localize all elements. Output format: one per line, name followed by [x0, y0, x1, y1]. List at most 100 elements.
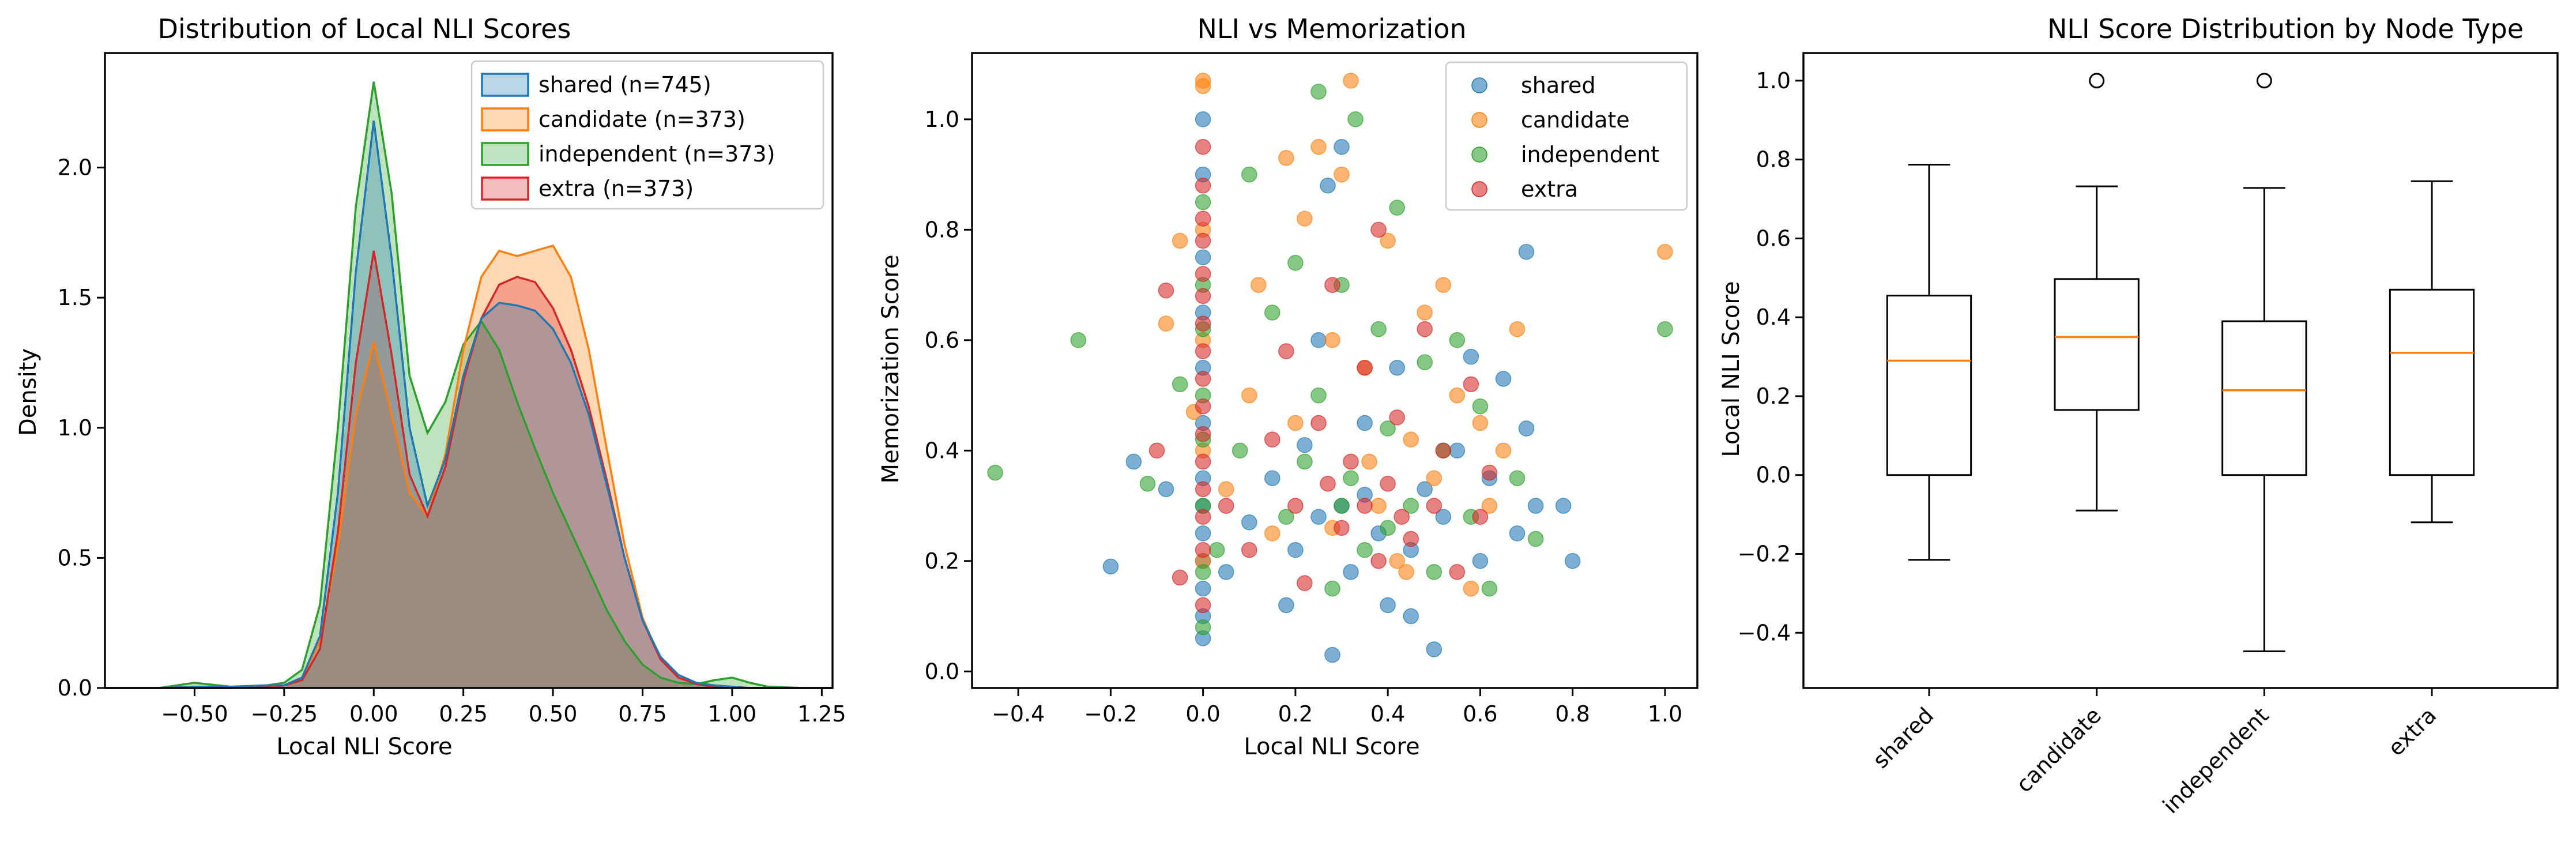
scatter-ytick-label: 0.0 — [925, 659, 959, 684]
scatter-point-independent — [1195, 619, 1211, 636]
scatter-point-shared — [1343, 564, 1359, 580]
scatter-point-shared — [1509, 525, 1526, 542]
scatter-point-extra — [1195, 371, 1211, 387]
kde-ytick-label: 1.0 — [58, 415, 92, 441]
boxplot-ytick-label: 1.0 — [1756, 68, 1791, 93]
boxplot-ytick-label: 0.0 — [1756, 463, 1791, 488]
scatter-point-shared — [1102, 558, 1119, 575]
scatter-ytick-label: 1.0 — [925, 107, 959, 132]
scatter-point-candidate — [1435, 277, 1452, 293]
kde-panel: Distribution of Local NLI Scores 0.0 0.5 1… — [15, 13, 846, 760]
scatter-point-independent — [1287, 255, 1304, 271]
scatter-point-extra — [1195, 343, 1211, 359]
kde-xtick-label: 0.00 — [349, 701, 398, 727]
scatter-point-extra — [1195, 139, 1211, 155]
kde-line-shared — [105, 121, 833, 689]
kde-frame — [104, 52, 834, 689]
scatter-point-independent — [1657, 321, 1673, 337]
box-outlier-independent — [2256, 73, 2272, 89]
scatter-point-extra — [1343, 453, 1359, 470]
scatter-point-candidate — [1172, 232, 1188, 249]
scatter-point-shared — [1297, 437, 1313, 453]
boxplot-ylabel: Local NLI Score — [1718, 281, 1745, 457]
scatter-point-candidate — [1481, 498, 1498, 514]
scatter-point-independent — [1195, 564, 1211, 580]
scatter-point-independent — [1310, 84, 1327, 100]
box-iqr-candidate — [2054, 278, 2140, 411]
scatter-xtick-label: −0.4 — [992, 701, 1045, 727]
scatter-point-shared — [1403, 608, 1419, 625]
scatter-point-shared — [1380, 597, 1396, 614]
scatter-xtick-label: −0.2 — [1084, 701, 1137, 727]
scatter-point-independent — [1389, 200, 1405, 216]
kde-xtick-label: 1.00 — [708, 701, 757, 727]
kde-xtick-label: −0.50 — [161, 701, 228, 727]
scatter-point-shared — [1449, 442, 1466, 459]
kde-xtick-label: 0.75 — [618, 701, 667, 727]
kde-legend-swatch-extra — [481, 176, 529, 201]
scatter-point-extra — [1449, 564, 1466, 580]
kde-ytick-label: 1.5 — [58, 285, 92, 310]
scatter-point-candidate — [1334, 166, 1350, 183]
boxplot-xtick-label-candidate: candidate — [2012, 702, 2107, 798]
scatter-point-independent — [1481, 580, 1498, 597]
scatter-point-independent — [1449, 332, 1466, 348]
scatter-point-shared — [1435, 509, 1452, 525]
box-iqr-shared — [1886, 295, 1972, 476]
scatter-point-extra — [1158, 282, 1174, 299]
kde-legend-swatch-candidate — [481, 107, 529, 131]
scatter-point-independent — [1472, 398, 1489, 415]
scatter-point-extra — [1370, 553, 1387, 569]
scatter-legend-marker-candidate — [1471, 112, 1487, 128]
scatter-point-extra — [1218, 498, 1234, 514]
scatter-xtick-label: 0.8 — [1555, 701, 1590, 727]
scatter-xtick-label: 0.6 — [1463, 701, 1497, 727]
kde-legend-swatch-shared — [481, 73, 529, 97]
scatter-point-extra — [1195, 597, 1211, 614]
scatter-point-candidate — [1241, 387, 1257, 404]
scatter-point-shared — [1417, 481, 1433, 498]
scatter-point-independent — [1417, 354, 1433, 370]
scatter-xtick-label: 0.0 — [1185, 701, 1220, 727]
scatter-legend-label-shared: shared — [1521, 73, 1595, 98]
scatter-point-independent — [1334, 498, 1350, 514]
scatter-panel: NLI vs Memorization 0.0 0.2 0.4 0.6 0.8 1.0 −0… — [878, 13, 1698, 760]
scatter-legend-marker-shared — [1471, 77, 1487, 93]
scatter-legend-box — [1445, 61, 1688, 211]
scatter-point-extra — [1195, 178, 1211, 194]
scatter-point-extra — [1334, 520, 1350, 536]
boxplot-frame — [1802, 52, 2559, 689]
scatter-point-independent — [1347, 111, 1364, 127]
boxplot-ytick-label: −0.4 — [1738, 620, 1791, 645]
scatter-point-candidate — [1472, 415, 1489, 431]
scatter-point-independent — [1297, 453, 1313, 470]
scatter-point-independent — [1278, 509, 1294, 525]
scatter-legend-marker-extra — [1471, 181, 1487, 197]
scatter-point-extra — [1195, 481, 1211, 498]
scatter-point-extra — [1287, 498, 1304, 514]
scatter-point-shared — [1472, 553, 1489, 569]
scatter-point-candidate — [1380, 232, 1396, 249]
scatter-point-independent — [1139, 476, 1156, 492]
kde-ylabel: Density — [15, 348, 42, 436]
kde-legend: shared (n=745) candidate (n=373) independe… — [470, 60, 824, 210]
boxplot-plot-area: shared candidate independent extra −0.4 −0.2 0… — [1738, 52, 2559, 818]
scatter-point-extra — [1417, 321, 1433, 337]
scatter-point-independent — [1208, 542, 1225, 558]
kde-xlabel: Local NLI Score — [276, 734, 452, 760]
scatter-legend-label-candidate: candidate — [1521, 107, 1630, 133]
scatter-point-candidate — [1426, 470, 1443, 486]
kde-area-independent — [105, 81, 833, 689]
scatter-point-candidate — [1324, 332, 1340, 348]
scatter-point-shared — [1195, 580, 1211, 597]
scatter-point-candidate — [1657, 243, 1673, 260]
scatter-xtick-label: 1.0 — [1648, 701, 1682, 727]
scatter-point-candidate — [1389, 553, 1405, 569]
scatter-point-shared — [1195, 525, 1211, 542]
scatter-point-extra — [1426, 498, 1443, 514]
scatter-xtick-label: 0.4 — [1370, 701, 1405, 727]
scatter-point-candidate — [1417, 304, 1433, 321]
scatter-point-shared — [1158, 481, 1174, 498]
scatter-legend-label-extra: extra — [1521, 176, 1578, 202]
scatter-point-shared — [1463, 348, 1479, 365]
